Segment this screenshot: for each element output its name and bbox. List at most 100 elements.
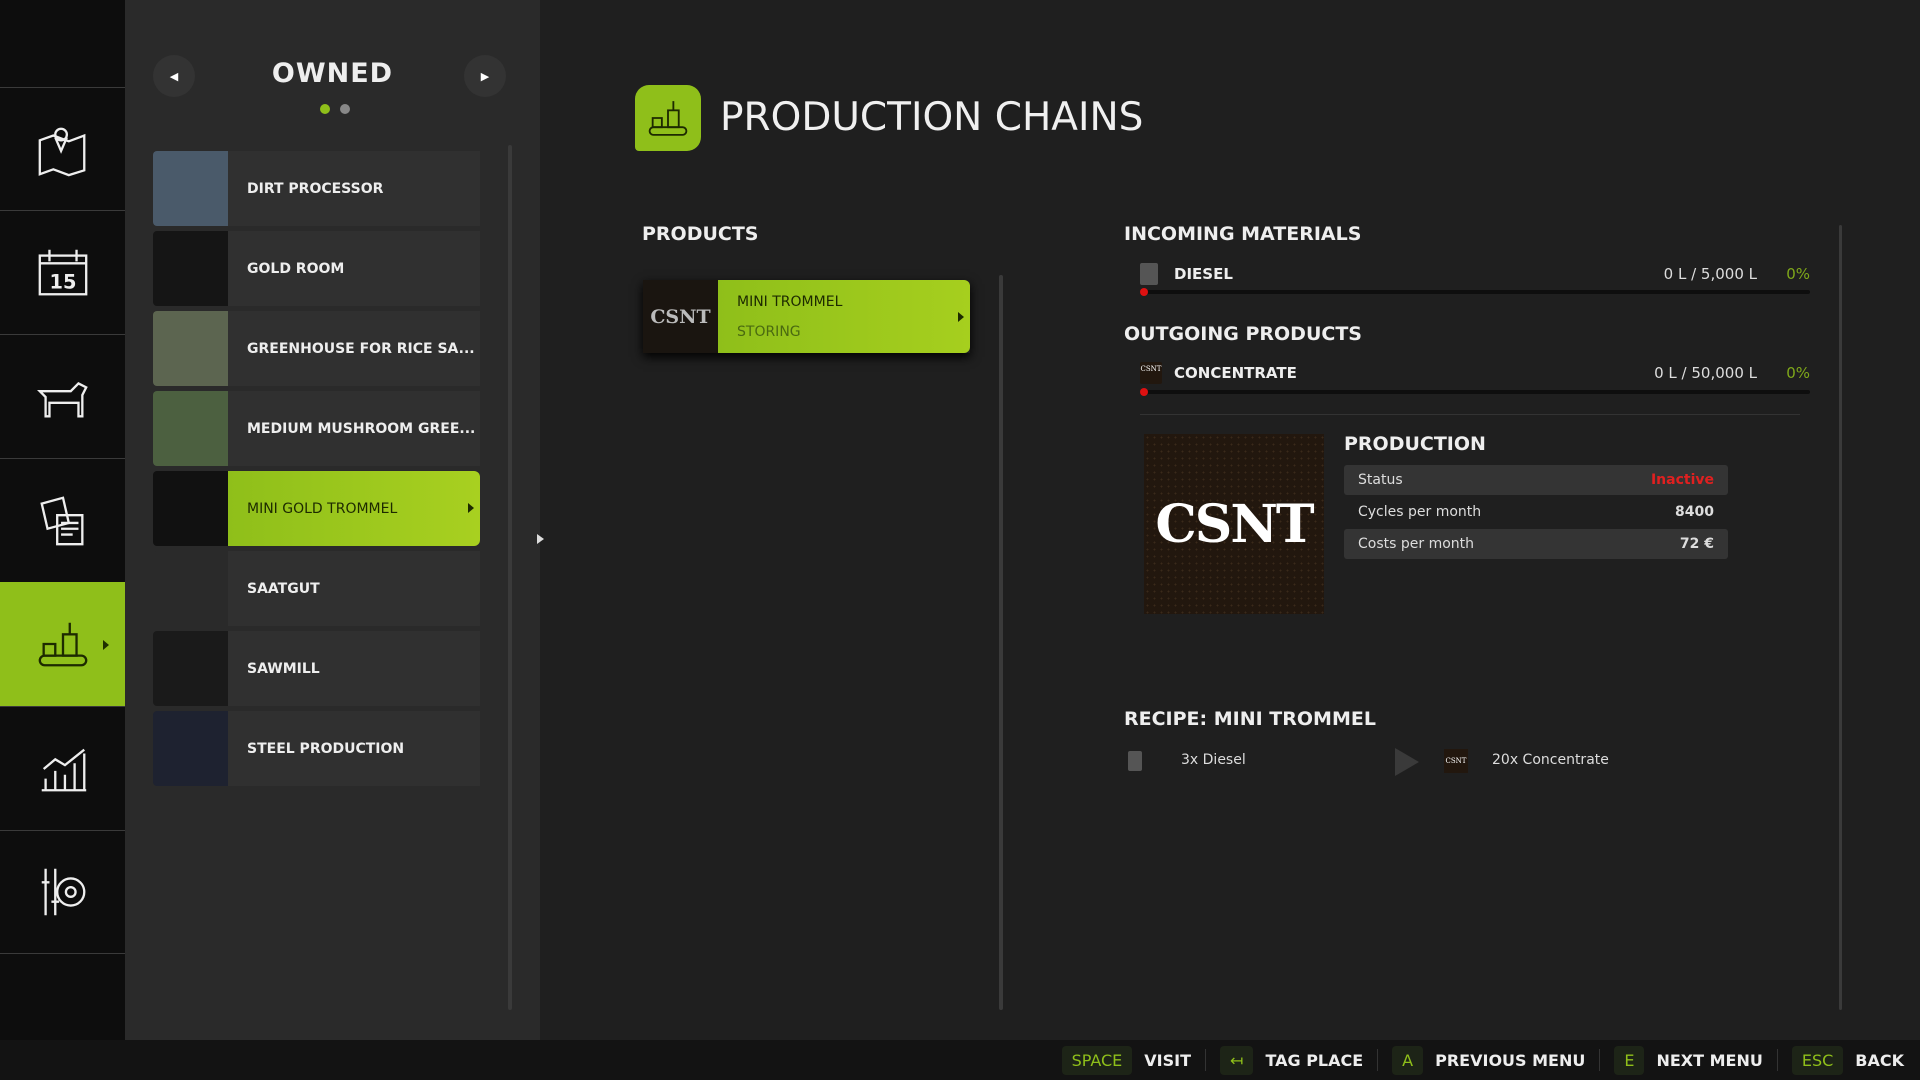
production-list-item[interactable]: STEEL PRODUCTION <box>153 711 480 786</box>
hint-tag-place[interactable]: ↤ TAG PLACE <box>1220 1045 1364 1075</box>
production-list-item[interactable]: GOLD ROOM <box>153 231 480 306</box>
production-thumbnail <box>153 551 228 626</box>
svg-text:15: 15 <box>49 270 76 293</box>
hint-label: NEXT MENU <box>1656 1050 1763 1070</box>
cycles-key: Cycles per month <box>1358 504 1482 520</box>
arrow-right-icon <box>1395 748 1419 776</box>
cycles-value: 8400 <box>1675 504 1714 520</box>
key-badge: SPACE <box>1061 1045 1133 1075</box>
status-value: Inactive <box>1650 472 1714 488</box>
hint-previous-menu[interactable]: A PREVIOUS MENU <box>1392 1045 1586 1075</box>
sidebar-item-settings[interactable] <box>0 830 125 954</box>
arrow-left-icon: ◀ <box>169 69 179 83</box>
divider <box>1377 1049 1379 1071</box>
production-thumbnail <box>153 711 228 786</box>
production-thumbnail <box>153 231 228 306</box>
csnt-logo: CSNT <box>643 280 718 353</box>
production-thumbnail <box>153 391 228 466</box>
fill-indicator <box>1140 288 1148 296</box>
status-key: Status <box>1358 472 1403 488</box>
owned-productions-panel: ◀ OWNED ▶ DIRT PROCESSOR GOLD ROOM GREENHO… <box>125 0 540 1040</box>
page-dot[interactable] <box>340 104 350 114</box>
incoming-materials-label: INCOMING MATERIALS <box>1124 223 1362 245</box>
costs-value: 72 € <box>1679 536 1714 552</box>
production-name: SAWMILL <box>228 631 480 706</box>
arrow-right-icon: ▶ <box>480 69 490 83</box>
product-percent: 0% <box>1786 364 1810 382</box>
cycles-row: Cycles per month 8400 <box>1344 497 1728 527</box>
contracts-icon <box>39 495 83 545</box>
production-list-item[interactable]: SAATGUT <box>153 551 480 626</box>
diesel-fill-bar <box>1140 288 1810 296</box>
costs-key: Costs per month <box>1358 536 1475 552</box>
previous-category-button[interactable]: ◀ <box>153 55 195 97</box>
sidebar-item-production[interactable] <box>0 582 125 706</box>
sidebar-item-animals[interactable] <box>0 334 125 458</box>
divider <box>1205 1049 1207 1071</box>
cow-icon <box>36 381 88 417</box>
settings-icon <box>41 868 85 916</box>
products-label: PRODUCTS <box>642 223 759 245</box>
production-name: MEDIUM MUSHROOM GREE... <box>228 391 480 466</box>
concentrate-icon: CSNT <box>1140 362 1162 384</box>
page-title: PRODUCTION CHAINS <box>720 95 1144 140</box>
collapse-arrow-icon[interactable] <box>537 534 544 544</box>
recipe-input: 3x Diesel <box>1181 752 1246 768</box>
concentrate-icon: CSNT <box>1444 749 1468 773</box>
production-list-item[interactable]: MINI GOLD TROMMEL <box>153 471 480 546</box>
costs-row: Costs per month 72 € <box>1344 529 1728 559</box>
statistics-icon <box>41 748 86 791</box>
production-thumbnail <box>153 311 228 386</box>
calendar-icon: 15 <box>38 249 87 295</box>
product-image: CSNT <box>1144 434 1324 614</box>
production-name: GOLD ROOM <box>228 231 480 306</box>
sidebar-item-calendar[interactable]: 15 <box>0 210 125 334</box>
key-badge: E <box>1614 1045 1645 1075</box>
product-name: CONCENTRATE <box>1174 364 1297 382</box>
page-dot-active[interactable] <box>320 104 330 114</box>
sidebar-item-map[interactable] <box>0 87 125 211</box>
sidebar-item-contracts[interactable] <box>0 458 125 582</box>
production-name: STEEL PRODUCTION <box>228 711 480 786</box>
material-name: DIESEL <box>1174 265 1233 283</box>
next-category-button[interactable]: ▶ <box>464 55 506 97</box>
material-percent: 0% <box>1786 265 1810 283</box>
fill-indicator <box>1140 388 1148 396</box>
production-list-item[interactable]: DIRT PROCESSOR <box>153 151 480 226</box>
key-badge: ESC <box>1791 1045 1844 1075</box>
production-thumbnail <box>153 631 228 706</box>
divider <box>1140 414 1800 415</box>
outgoing-products-label: OUTGOING PRODUCTS <box>1124 323 1362 345</box>
hint-back[interactable]: ESC BACK <box>1791 1045 1904 1075</box>
diesel-pump-icon <box>1128 751 1142 771</box>
production-thumbnail <box>153 151 228 226</box>
bottom-hint-bar: SPACE VISIT ↤ TAG PLACE A PREVIOUS MENU E NEXT … <box>0 1040 1920 1080</box>
divider <box>1776 1049 1778 1071</box>
production-list-item[interactable]: SAWMILL <box>153 631 480 706</box>
production-list-item[interactable]: GREENHOUSE FOR RICE SA... <box>153 311 480 386</box>
production-name: GREENHOUSE FOR RICE SA... <box>228 311 480 386</box>
key-badge: A <box>1392 1045 1424 1075</box>
production-thumbnail <box>153 471 228 546</box>
hint-next-menu[interactable]: E NEXT MENU <box>1614 1045 1763 1075</box>
status-row: Status Inactive <box>1344 465 1728 495</box>
products-scrollbar[interactable] <box>999 275 1003 1010</box>
production-name: SAATGUT <box>228 551 480 626</box>
product-amount: 0 L / 50,000 L <box>1654 364 1757 382</box>
recipe-label: RECIPE: MINI TROMMEL <box>1124 708 1376 730</box>
key-badge: ↤ <box>1220 1045 1254 1075</box>
production-list-item[interactable]: MEDIUM MUSHROOM GREE... <box>153 391 480 466</box>
hint-visit[interactable]: SPACE VISIT <box>1061 1045 1192 1075</box>
product-item-mini-trommel[interactable]: CSNT MINI TROMMEL STORING <box>643 280 970 353</box>
product-name: MINI TROMMEL <box>737 294 843 310</box>
details-scrollbar[interactable] <box>1839 225 1842 1010</box>
production-name: DIRT PROCESSOR <box>228 151 480 226</box>
map-icon <box>38 127 85 176</box>
hint-label: PREVIOUS MENU <box>1435 1050 1586 1070</box>
hint-label: VISIT <box>1144 1050 1192 1070</box>
hint-label: TAG PLACE <box>1265 1050 1364 1070</box>
sidebar-item-statistics[interactable] <box>0 706 125 830</box>
production-name: MINI GOLD TROMMEL <box>228 471 480 546</box>
incoming-diesel-row: DIESEL 0 L / 5,000 L 0% <box>1140 263 1810 287</box>
list-scrollbar[interactable] <box>508 145 512 1010</box>
